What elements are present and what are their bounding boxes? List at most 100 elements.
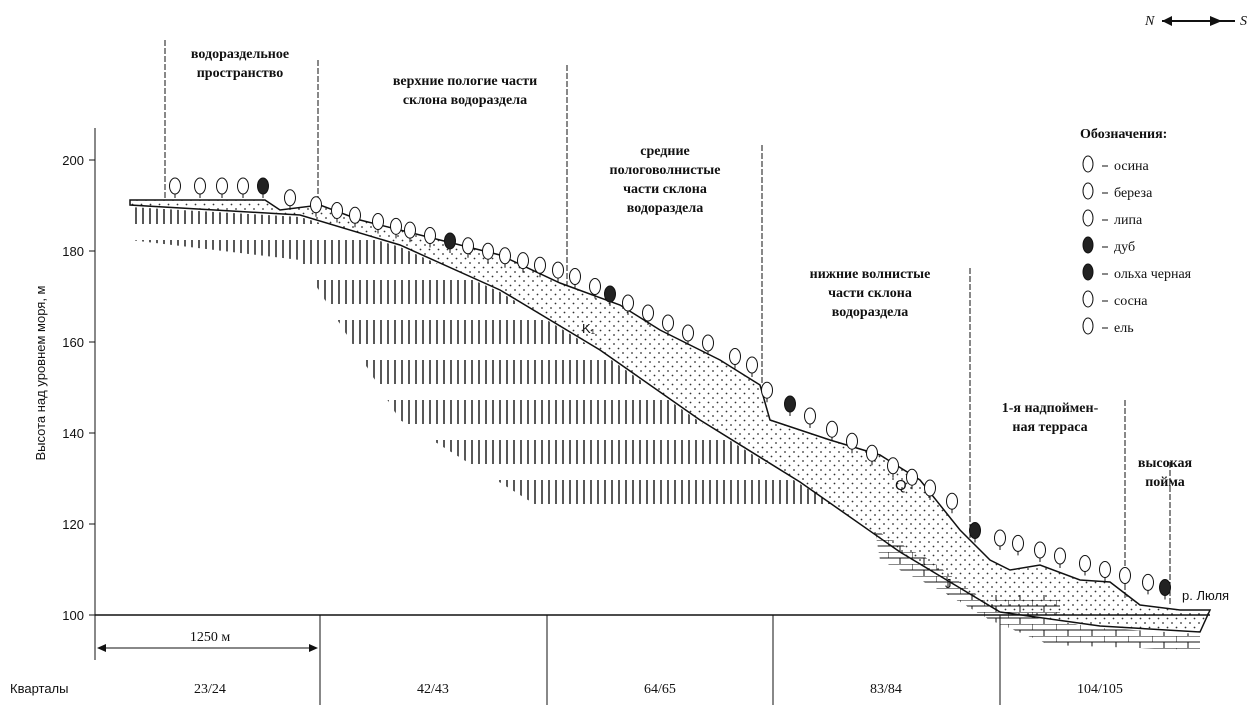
quarter: 42/43 bbox=[417, 682, 449, 697]
legend-icon bbox=[1083, 318, 1093, 334]
legend-icon bbox=[1083, 291, 1093, 307]
legend-icon bbox=[1083, 156, 1093, 172]
tree-crown bbox=[947, 493, 958, 509]
legend-icon bbox=[1083, 183, 1093, 199]
tree-crown bbox=[373, 214, 384, 230]
legend-item: дуб bbox=[1114, 240, 1135, 255]
zone-line: части склона bbox=[623, 182, 707, 197]
zone-label: высокая пойма bbox=[1138, 456, 1193, 490]
tree-crown bbox=[1035, 542, 1046, 558]
geology-k: K₁ bbox=[582, 321, 596, 336]
zone-line: части склона bbox=[828, 286, 912, 301]
legend-item: осина bbox=[1114, 159, 1150, 174]
tree-crown bbox=[332, 202, 343, 218]
legend-icon bbox=[1083, 237, 1093, 253]
quarters-label: Кварталы bbox=[10, 681, 68, 696]
quarter: 104/105 bbox=[1077, 682, 1123, 697]
zone-line: водораздела bbox=[832, 305, 908, 320]
y-tick-label: 180 bbox=[62, 244, 84, 259]
tree-crown bbox=[703, 335, 714, 351]
zone-line: высокая bbox=[1138, 456, 1193, 471]
tree-crown bbox=[827, 421, 838, 437]
scale-label: 1250 м bbox=[190, 630, 231, 645]
tree-crown bbox=[518, 253, 529, 269]
y-tick-label: 200 bbox=[62, 153, 84, 168]
legend-item: ольха черная bbox=[1114, 267, 1192, 282]
tree-crown bbox=[463, 238, 474, 254]
tree-crown bbox=[643, 305, 654, 321]
tree-crown bbox=[590, 279, 601, 295]
tree-crown bbox=[1013, 535, 1024, 551]
tree-crown bbox=[663, 315, 674, 331]
tree-crown bbox=[1055, 548, 1066, 564]
tree-crown bbox=[195, 178, 206, 194]
zone-line: ная терраса bbox=[1012, 420, 1087, 435]
tree-crown bbox=[867, 445, 878, 461]
tree-crown bbox=[762, 382, 773, 398]
tree-crown bbox=[605, 286, 616, 302]
tree-crown bbox=[995, 530, 1006, 546]
tree-crown bbox=[170, 178, 181, 194]
tree-crown bbox=[405, 222, 416, 238]
tree-crown bbox=[847, 433, 858, 449]
tree-crown bbox=[1100, 562, 1111, 578]
tree-crown bbox=[623, 295, 634, 311]
profile-diagram: N S Высота над уровнем моря, м 1250 м Кв… bbox=[0, 0, 1255, 713]
tree-crown bbox=[258, 178, 269, 194]
tree-crown bbox=[391, 218, 402, 234]
y-tick-label: 100 bbox=[62, 608, 84, 623]
tree-crown bbox=[1120, 568, 1131, 584]
tree-crown bbox=[805, 408, 816, 424]
tree-crown bbox=[570, 269, 581, 285]
zone-line: нижние волнистые bbox=[810, 267, 931, 282]
river-label: р. Люля bbox=[1182, 588, 1229, 603]
legend-item: береза bbox=[1114, 186, 1153, 201]
y-tick-label: 120 bbox=[62, 517, 84, 532]
tree-crown bbox=[350, 207, 361, 223]
north: N bbox=[1144, 14, 1155, 29]
zone-label: водораздельное пространство bbox=[191, 47, 289, 81]
zone-line: 1-я надпоймен- bbox=[1002, 401, 1099, 416]
zone-line: средние bbox=[640, 144, 689, 159]
tree-crown bbox=[785, 396, 796, 412]
tree-crown bbox=[425, 228, 436, 244]
legend-item: липа bbox=[1114, 213, 1143, 228]
y-tick-label: 160 bbox=[62, 335, 84, 350]
zone-label: 1-я надпоймен-ная терраса bbox=[1002, 401, 1099, 435]
south: S bbox=[1240, 14, 1247, 29]
tree-crown bbox=[285, 190, 296, 206]
tree-crown bbox=[553, 262, 564, 278]
legend-icon bbox=[1083, 210, 1093, 226]
zone-line: пространство bbox=[197, 66, 284, 81]
tree-crown bbox=[1160, 580, 1171, 596]
tree-crown bbox=[483, 243, 494, 259]
tree-crown bbox=[500, 248, 511, 264]
quarter: 83/84 bbox=[870, 682, 902, 697]
y-tick-label: 140 bbox=[62, 426, 84, 441]
legend-item: ель bbox=[1114, 321, 1134, 336]
legend-icon bbox=[1083, 264, 1093, 280]
tree-crown bbox=[1080, 556, 1091, 572]
tree-crown bbox=[238, 178, 249, 194]
tree-crown bbox=[445, 233, 456, 249]
tree-crown bbox=[683, 325, 694, 341]
legend-item: сосна bbox=[1114, 294, 1148, 309]
tree-crown bbox=[730, 349, 741, 365]
geology-q: Q bbox=[895, 477, 907, 494]
legend-title: Обозначения: bbox=[1080, 127, 1167, 142]
tree-crown bbox=[535, 257, 546, 273]
quarter: 64/65 bbox=[644, 682, 676, 697]
zone-line: пологоволнистые bbox=[610, 163, 721, 178]
zone-line: водораздельное bbox=[191, 47, 289, 62]
geology-j: J bbox=[945, 576, 952, 591]
brick-block bbox=[990, 595, 1060, 615]
tree-crown bbox=[1143, 574, 1154, 590]
tree-crown bbox=[217, 178, 228, 194]
tree-crown bbox=[970, 523, 981, 539]
tree-crown bbox=[888, 458, 899, 474]
zone-line: пойма bbox=[1145, 475, 1185, 490]
tree-crown bbox=[747, 357, 758, 373]
zone-label: нижние волнистые части склона водораздела bbox=[810, 267, 931, 320]
